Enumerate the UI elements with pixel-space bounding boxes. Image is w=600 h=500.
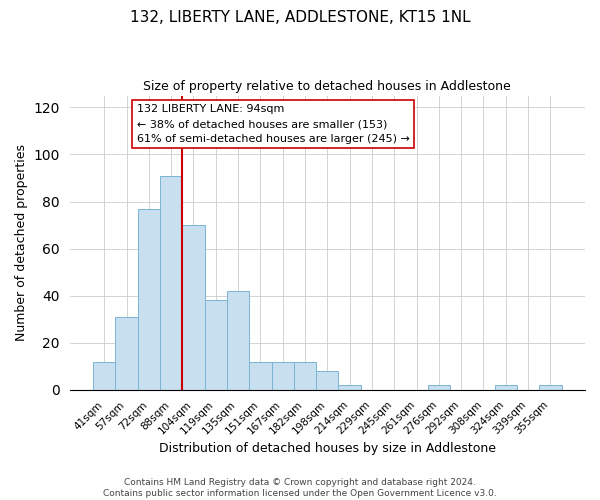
Bar [227,291,249,390]
Bar [205,300,227,390]
X-axis label: Distribution of detached houses by size in Addlestone: Distribution of detached houses by size … [159,442,496,455]
Bar [115,317,137,390]
Bar [272,362,294,390]
Text: 132 LIBERTY LANE: 94sqm
← 38% of detached houses are smaller (153)
61% of semi-d: 132 LIBERTY LANE: 94sqm ← 38% of detache… [137,104,410,144]
Bar [182,225,205,390]
Bar [338,385,361,390]
Text: 132, LIBERTY LANE, ADDLESTONE, KT15 1NL: 132, LIBERTY LANE, ADDLESTONE, KT15 1NL [130,10,470,25]
Bar [249,362,272,390]
Bar [428,385,450,390]
Bar [494,385,517,390]
Title: Size of property relative to detached houses in Addlestone: Size of property relative to detached ho… [143,80,511,93]
Bar [160,176,182,390]
Bar [294,362,316,390]
Bar [93,362,115,390]
Bar [539,385,562,390]
Y-axis label: Number of detached properties: Number of detached properties [15,144,28,341]
Text: Contains HM Land Registry data © Crown copyright and database right 2024.
Contai: Contains HM Land Registry data © Crown c… [103,478,497,498]
Bar [316,371,338,390]
Bar [137,208,160,390]
